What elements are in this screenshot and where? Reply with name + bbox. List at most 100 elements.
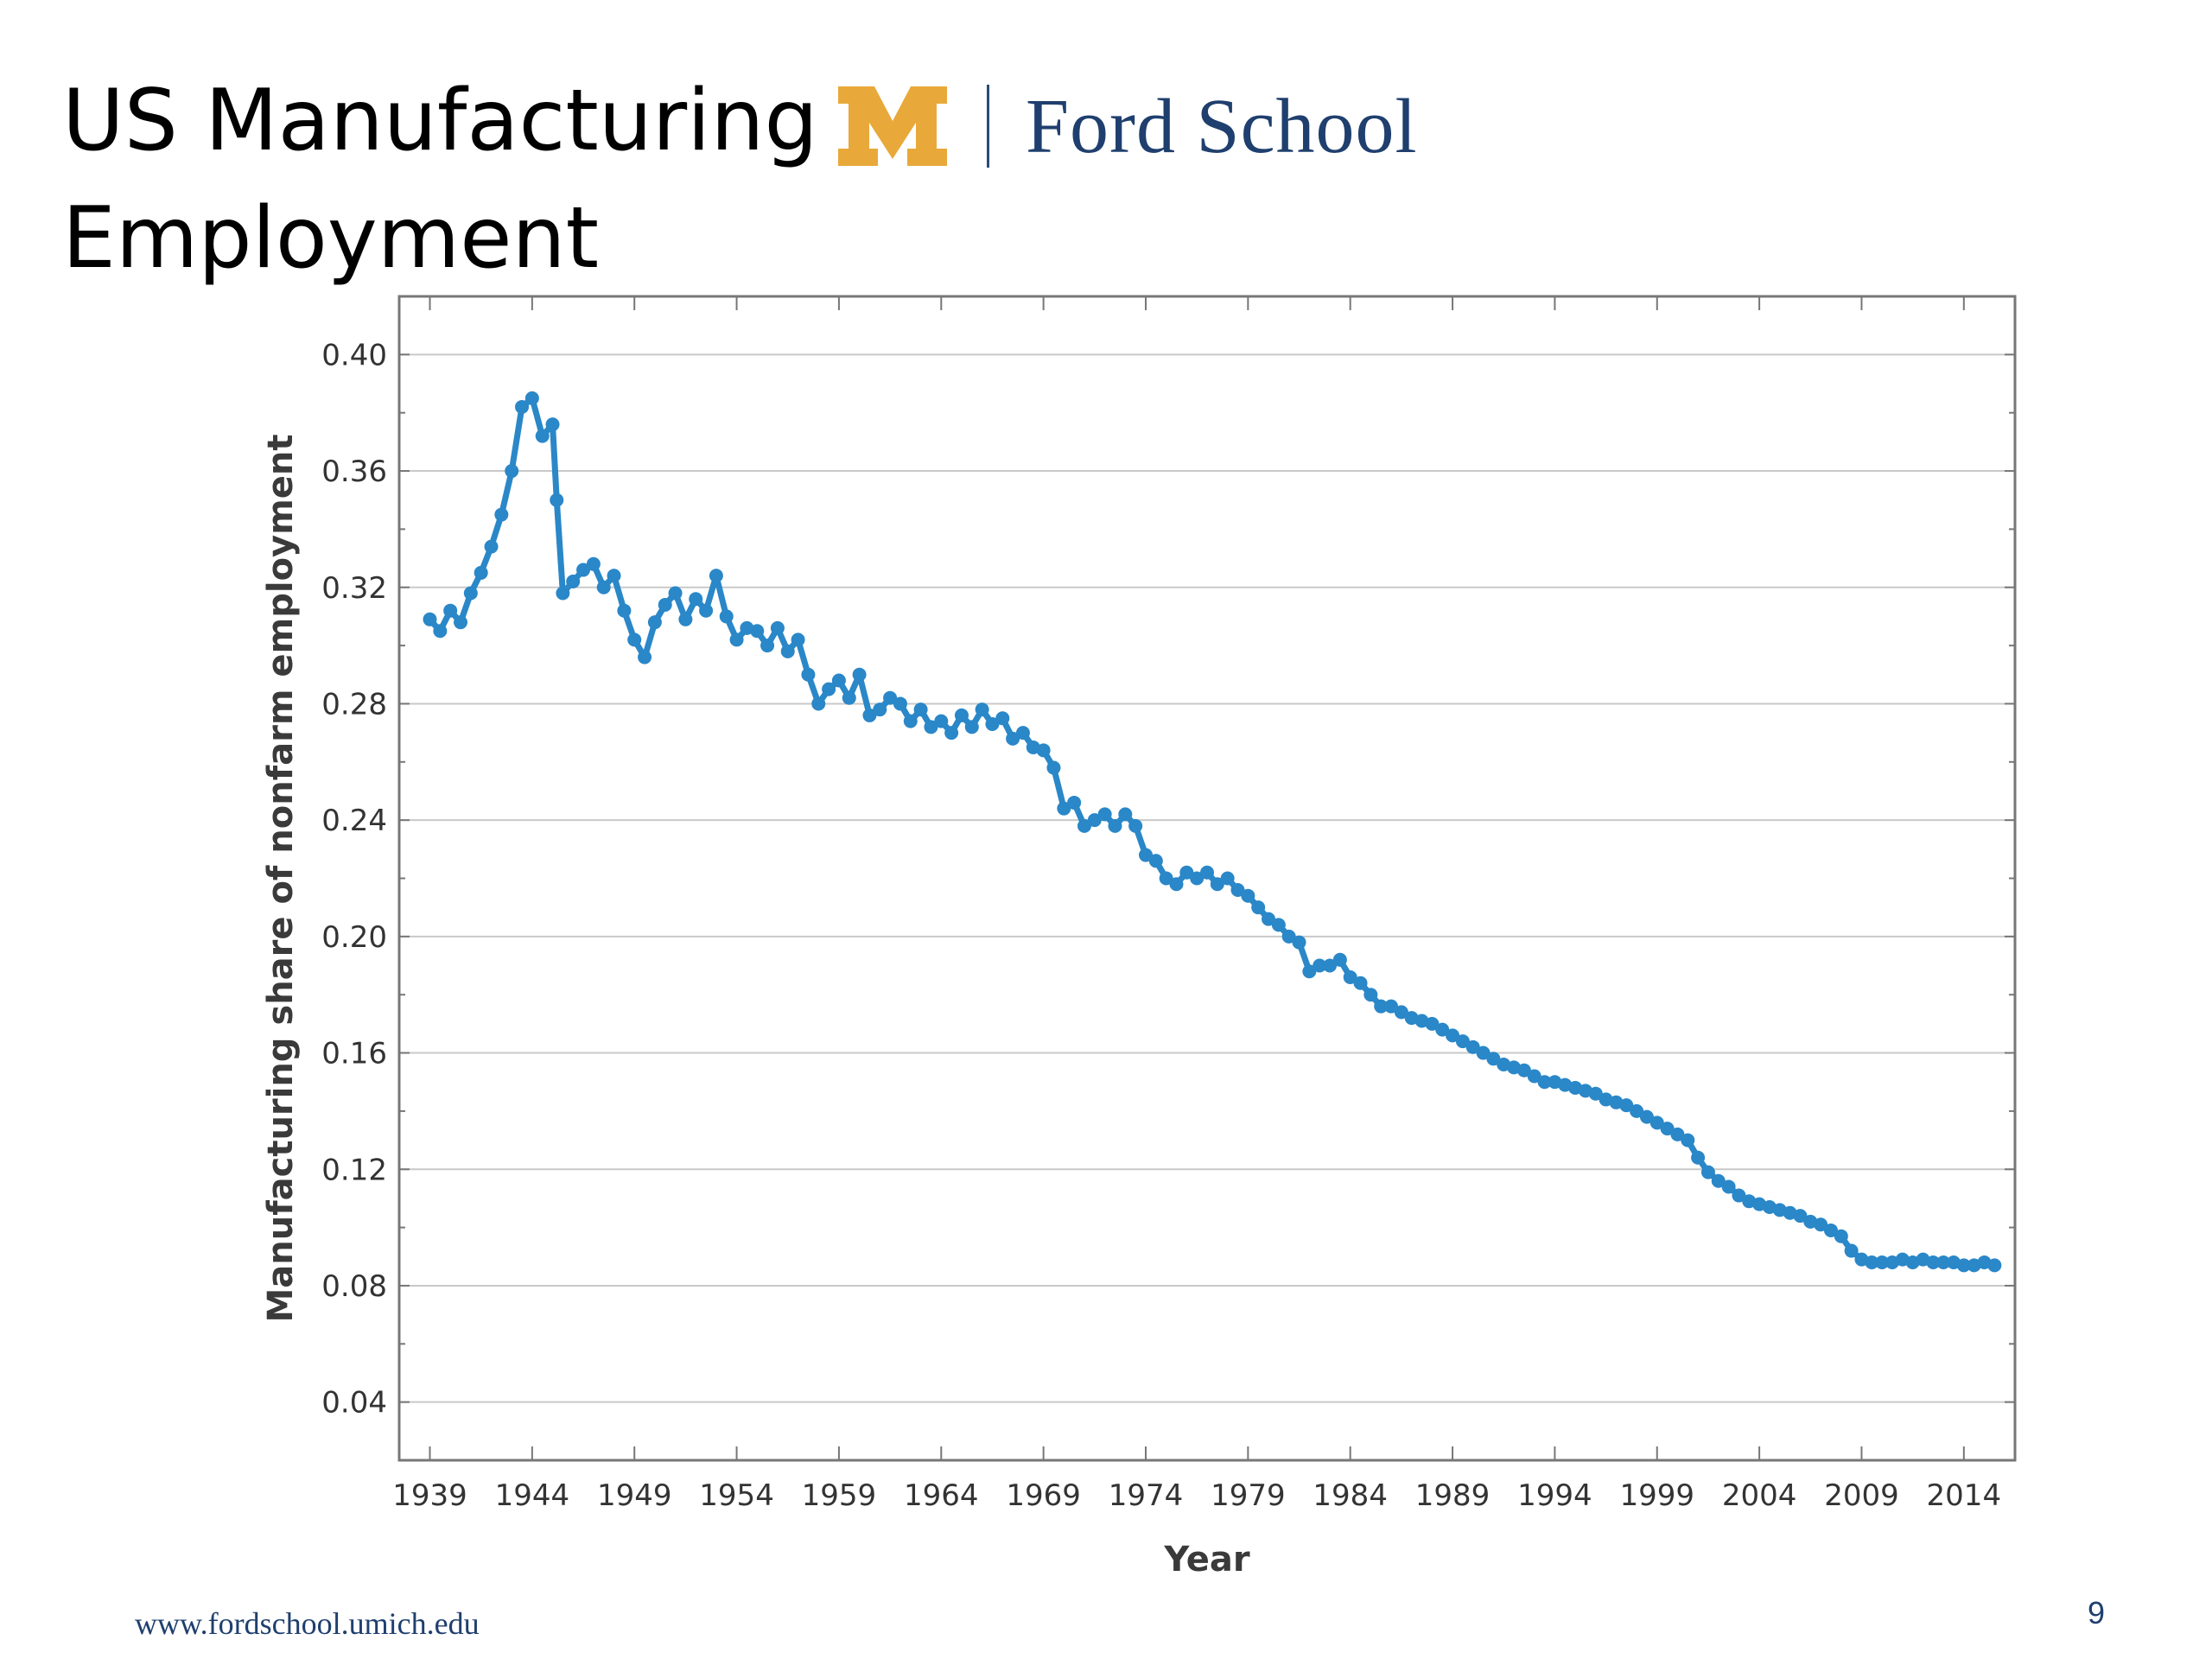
x-tick-label: 1989 [1415,1478,1491,1513]
data-point [913,702,928,717]
data-point [1476,1046,1491,1060]
data-point [1875,1255,1890,1270]
data-point [852,667,867,682]
series-line [427,395,1996,1268]
data-point [770,620,785,635]
data-point [484,539,499,554]
data-point [535,429,550,443]
x-tick-label: 1954 [699,1478,774,1513]
data-point [550,493,564,507]
data-point [1732,1188,1746,1203]
data-point [780,644,795,658]
x-axis-label: Year [1163,1540,1249,1580]
data-point [1343,969,1357,984]
data-point [607,569,621,583]
data-point [954,708,969,722]
data-point [1588,1086,1603,1101]
page-number: 9 [2087,1595,2105,1630]
slide-title: US Manufacturing Employment [62,62,840,297]
data-point [454,615,468,630]
data-point [822,682,836,696]
x-tick-label: 1999 [1619,1478,1694,1513]
y-tick-label: 0.40 [321,338,387,372]
block-m-logo-icon [838,86,947,166]
data-point [1700,1165,1715,1179]
data-point [760,639,775,653]
y-tick-label: 0.08 [321,1269,387,1304]
data-point [1097,807,1112,822]
data-point [1067,795,1082,810]
data-point [1138,848,1153,862]
data-point [1936,1255,1951,1270]
data-point [1323,958,1338,973]
title-line-2: Employment [62,189,600,288]
data-point [1455,1034,1470,1049]
data-point [1220,871,1235,886]
data-point [524,391,539,405]
data-point [1516,1063,1531,1077]
data-point [862,708,877,722]
logo-divider [987,85,989,168]
data-point [1486,1052,1501,1066]
y-tick-label: 0.04 [321,1386,387,1421]
y-axis-label: Manufacturing share of nonfarm employmen… [261,434,301,1322]
data-point [1200,865,1214,880]
data-point [1619,1098,1634,1113]
data-point [1527,1069,1541,1084]
data-point [1128,818,1143,833]
data-point [831,673,846,688]
title-line-1: US Manufacturing [62,72,818,170]
data-point [1865,1255,1879,1270]
data-point [1823,1223,1838,1237]
data-point [1159,871,1173,886]
data-point [1292,935,1306,950]
data-point [1118,807,1133,822]
data-point [1251,900,1266,915]
x-tick-label: 1994 [1517,1478,1592,1513]
data-point [433,624,448,639]
y-tick-label: 0.16 [321,1037,387,1071]
data-point [1332,952,1347,967]
data-point [1036,743,1051,758]
data-point [463,586,478,601]
data-point [556,586,570,601]
data-point [1015,726,1030,741]
data-point [545,417,560,432]
data-point [719,609,734,624]
data-point [1834,1229,1848,1243]
data-point [576,563,591,577]
data-point [1046,760,1061,775]
data-point [1374,999,1389,1014]
data-point [924,720,938,734]
data-point [1394,1005,1408,1020]
data-point [1691,1150,1706,1165]
data-point [1241,888,1255,903]
data-point [1179,865,1194,880]
data-point [596,580,611,594]
data-point [505,464,519,479]
data-point [729,632,744,647]
x-tick-label: 1979 [1211,1478,1286,1513]
y-tick-label: 0.32 [321,571,387,606]
y-tick-label: 0.36 [321,454,387,489]
data-point [1313,958,1327,973]
data-point [617,603,632,618]
data-point [944,726,959,741]
data-point [443,603,458,618]
x-tick-label: 1944 [495,1478,570,1513]
data-point [1465,1039,1480,1054]
data-point [1148,854,1163,868]
x-tick-label: 1959 [802,1478,877,1513]
data-point [1006,731,1020,746]
data-point [647,615,662,630]
plot-frame [397,295,2017,1462]
footer-url[interactable]: www.fordschool.umich.edu [135,1606,480,1641]
data-point [1721,1179,1736,1194]
data-point [842,690,856,705]
data-point [474,565,488,580]
data-point [1649,1116,1664,1130]
data-point [1057,801,1071,816]
data-point [883,690,898,705]
